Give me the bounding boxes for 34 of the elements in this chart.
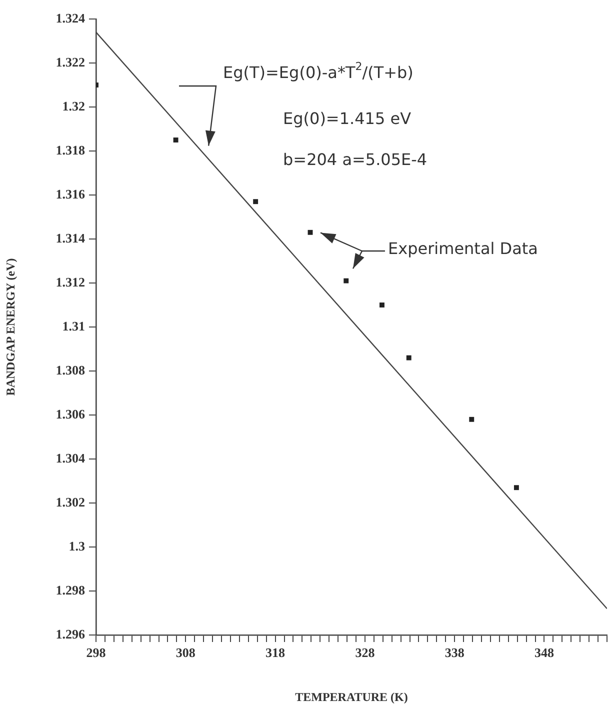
y-tick-label: 1.324 <box>56 10 86 26</box>
y-tick-label: 1.3 <box>68 538 86 554</box>
x-tick-label: 298 <box>86 645 106 660</box>
point <box>308 230 313 235</box>
point <box>344 278 349 284</box>
x-tick-label: 328 <box>355 645 376 660</box>
x-tick-label: 308 <box>176 645 196 660</box>
point <box>406 355 412 360</box>
annotation: Experimental Data <box>388 239 538 258</box>
y-tick-label: 1.308 <box>56 362 86 378</box>
y-tick-label: 1.318 <box>56 142 86 158</box>
point <box>173 138 178 142</box>
x-tick-label: 348 <box>534 645 554 660</box>
y-tick-label: 1.298 <box>56 582 86 598</box>
point <box>469 416 474 422</box>
y-tick-label: 1.296 <box>56 626 86 642</box>
y-tick-label: 1.31 <box>62 318 85 334</box>
y-tick-label: 1.322 <box>56 54 85 70</box>
y-tick-label: 1.316 <box>56 186 86 202</box>
x-axis-title: TEMPERATURE (K) <box>295 690 408 704</box>
point <box>253 199 258 204</box>
y-tick-label: 1.302 <box>56 494 85 510</box>
point <box>514 485 519 490</box>
point <box>380 302 384 308</box>
y-axis-title: BANDGAP ENERGY (eV) <box>3 258 18 396</box>
y-tick-label: 1.306 <box>56 406 86 422</box>
y-tick-label: 1.312 <box>56 274 85 290</box>
y-tick-label: 1.304 <box>56 450 86 466</box>
y-tick-label: 1.314 <box>56 230 86 246</box>
annotation: Eg(0)=1.415 eV <box>283 109 412 128</box>
x-tick-label: 338 <box>444 645 465 660</box>
x-tick-label: 318 <box>266 645 286 660</box>
y-tick-label: 1.32 <box>62 98 85 114</box>
annotation: b=204 a=5.05E-4 <box>283 150 428 170</box>
